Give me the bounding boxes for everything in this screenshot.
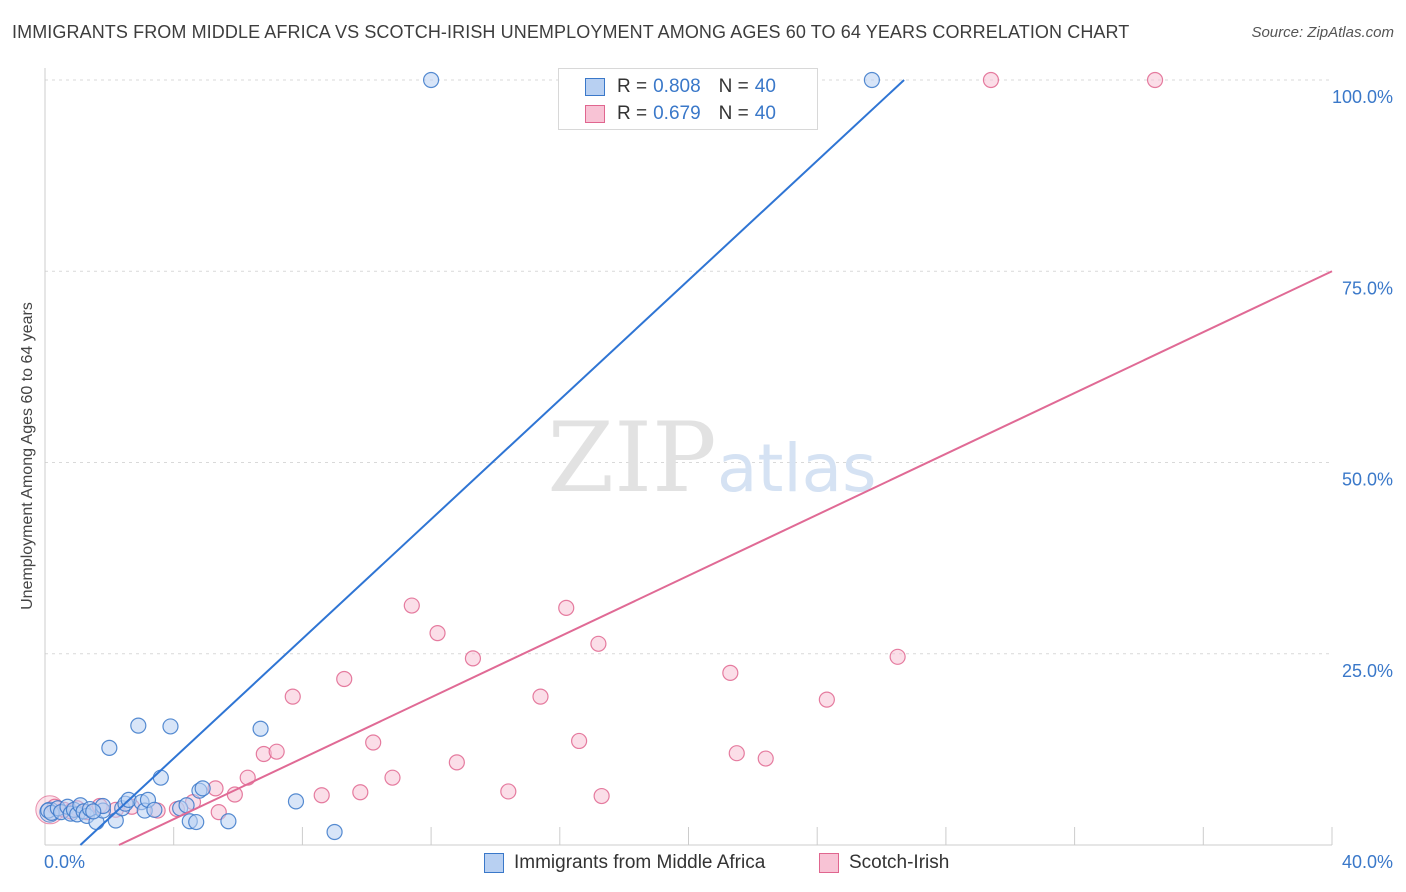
middle-africa-point [85, 803, 102, 820]
y-tick-label: 75.0% [1342, 278, 1393, 298]
scotch-irish-point [239, 769, 256, 786]
scotch-irish-point [313, 787, 330, 804]
scotch-irish-point [403, 597, 420, 614]
scotch-irish-point [500, 783, 517, 800]
middle-africa-point [130, 717, 147, 734]
scotch-irish-point [284, 688, 301, 705]
middle-africa-point [188, 813, 205, 831]
middle-africa-point [423, 71, 440, 89]
middle-africa-trend-line [79, 79, 905, 846]
scotch-irish-point [889, 648, 906, 665]
middle-africa-point [194, 780, 211, 797]
scotch-irish-legend-swatch [819, 853, 839, 873]
scotch-irish-point [571, 732, 588, 750]
legend-label: Immigrants from Middle Africa [514, 852, 766, 873]
scotch-irish-point [982, 71, 1000, 89]
middle-africa-swatch [585, 78, 605, 96]
series-legend: Immigrants from Middle Africa Scotch-Iri… [0, 852, 1406, 878]
y-tick-label: 25.0% [1342, 661, 1393, 681]
middle-africa-legend-swatch [484, 853, 504, 873]
scotch-irish-point [429, 624, 446, 642]
y-tick-label: 100.0% [1332, 87, 1393, 107]
scotch-irish-point [728, 745, 745, 762]
scotch-irish-point [268, 743, 285, 760]
middle-africa-point [146, 801, 163, 818]
correlation-legend: R = 0.808 N = 40 R = 0.679 N = 40 [558, 68, 818, 130]
r-label: R = [617, 76, 648, 97]
scotch-irish-point [365, 734, 382, 751]
legend-row-middle-africa: R = 0.808 N = 40 [559, 74, 776, 100]
scotch-irish-swatch [585, 105, 605, 123]
scotch-irish-point [590, 635, 607, 652]
y-tick-label: 50.0% [1342, 470, 1393, 490]
scotch-irish-point [464, 650, 482, 667]
watermark: ZIP atlas [547, 402, 876, 514]
gridlines [45, 79, 1332, 655]
middle-africa-point [252, 720, 269, 737]
legend-row-scotch-irish: R = 0.679 N = 40 [559, 101, 776, 127]
trend-lines [79, 79, 1333, 846]
source-label: Source: ZipAtlas.com [1251, 24, 1394, 41]
scotch-irish-point [593, 787, 610, 805]
scotch-irish-point [448, 754, 465, 771]
scotch-irish-point [757, 750, 774, 767]
y-tick-labels: 25.0% 50.0% 75.0% 100.0% [1332, 87, 1393, 681]
legend-item-middle-africa[interactable]: Immigrants from Middle Africa [484, 852, 765, 874]
scotch-irish-point [384, 769, 401, 786]
watermark-atlas: atlas [717, 430, 877, 507]
r-value: 0.679 [653, 103, 701, 124]
middle-africa-point [287, 793, 305, 810]
legend-item-scotch-irish[interactable]: Scotch-Irish [819, 852, 949, 874]
n-value: 40 [754, 103, 776, 124]
r-value: 0.808 [653, 76, 701, 97]
scotch-irish-trend-line [118, 270, 1333, 846]
scotch-irish-point [722, 664, 739, 681]
chart-title: IMMIGRANTS FROM MIDDLE AFRICA VS SCOTCH-… [12, 22, 1130, 42]
scotch-irish-point [1146, 71, 1164, 89]
legend-label: Scotch-Irish [849, 852, 950, 873]
scotch-irish-point [532, 688, 549, 705]
middle-africa-point [863, 71, 880, 89]
n-value: 40 [754, 76, 776, 97]
middle-africa-point [152, 769, 169, 786]
n-label: N = [718, 76, 749, 97]
middle-africa-point [101, 739, 118, 756]
middle-africa-point [326, 823, 343, 841]
middle-africa-point [162, 718, 179, 735]
scotch-irish-point [352, 784, 369, 801]
n-label: N = [718, 103, 749, 124]
x-tick-label-max: 40.0% [1341, 852, 1393, 872]
scotch-irish-point [558, 599, 575, 616]
scotch-irish-point [336, 670, 353, 688]
x-tick-label-min: 0.0% [44, 852, 86, 872]
scotch-irish-point [818, 691, 835, 708]
middle-africa-point [220, 813, 237, 830]
r-label: R = [617, 103, 648, 124]
axes [44, 68, 1333, 846]
watermark-zip: ZIP [547, 402, 716, 514]
